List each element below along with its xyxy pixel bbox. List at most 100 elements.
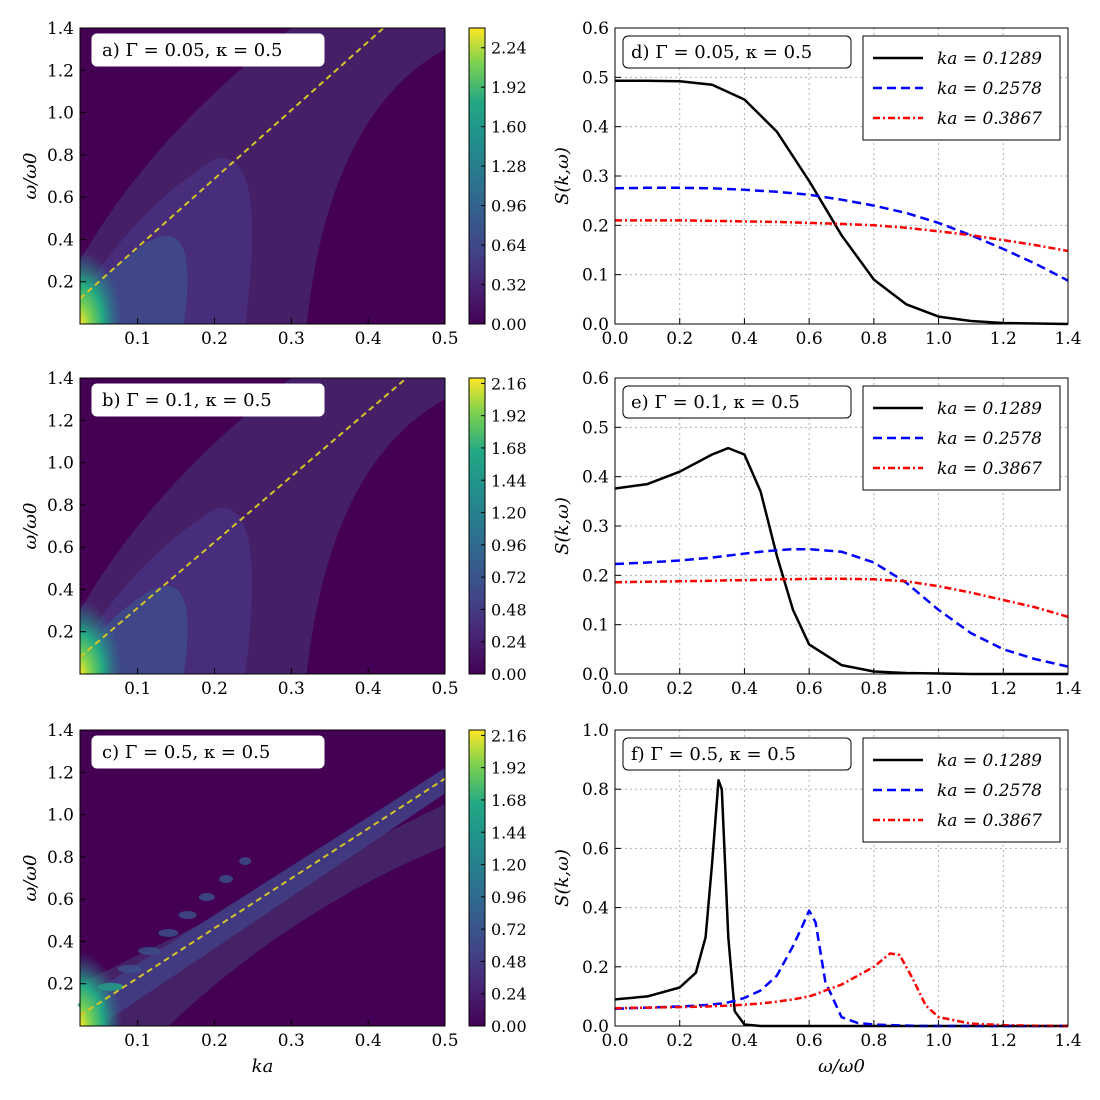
colorbar-tick-label: 1.28 [491, 157, 527, 176]
series-line-1 [615, 79, 1069, 326]
x-tick-label: 1.0 [925, 1031, 952, 1051]
heatmap-blob [239, 857, 252, 866]
legend-entry-3: ka = 0.3867 [937, 459, 1042, 479]
panel-annotation: c) Γ = 0.5, κ = 0.5 [102, 742, 270, 763]
x-tick-label: 0.2 [666, 329, 693, 349]
legend-entry-2: ka = 0.2578 [937, 781, 1042, 801]
colorbar-tick-label: 0.24 [491, 985, 527, 1004]
y-tick-label: 0.5 [582, 68, 609, 88]
legend-entry-1: ka = 0.1289 [937, 751, 1042, 771]
y-tick-label: 1.4 [47, 19, 74, 39]
line-panel-f: 0.0 0.2 0.4 0.6 0.8 1.0 1.2 1.4 0.0 0.2 0.4 0.6 0.8 1… [552, 721, 1082, 1077]
colorbar-tick-label: 0.00 [491, 315, 527, 334]
y-tick-label: 0.8 [47, 146, 74, 166]
plot-frame [614, 729, 1069, 1027]
legend-entry-2: ka = 0.2578 [937, 79, 1042, 99]
colorbar-tick-label: 2.16 [491, 726, 527, 745]
legend-entry-3: ka = 0.3867 [937, 811, 1042, 831]
annotation-box [622, 35, 852, 69]
x-tick-label: 0.8 [860, 679, 887, 699]
y-tick-label: 0.2 [47, 273, 74, 293]
x-tick-label: 0.8 [860, 329, 887, 349]
x-tick-label: 0.2 [666, 679, 693, 699]
x-tick-label: 0.1 [124, 1031, 151, 1051]
y-tick-label: 0.0 [582, 665, 609, 685]
dispersion-dashed-line [79, 377, 408, 658]
y-axis-label: S(k,ω) [552, 497, 573, 555]
y-tick-label: 0.2 [582, 216, 609, 236]
x-tick-label: 0.8 [860, 1031, 887, 1051]
x-tick-label: 0.0 [601, 1031, 628, 1051]
colorbar-tick-label: 1.60 [491, 118, 527, 137]
y-tick-label: 0.2 [582, 958, 609, 978]
y-tick-label: 0.2 [47, 623, 74, 643]
x-tick-label: 1.4 [1054, 329, 1081, 349]
colorbar-tick-label: 0.00 [491, 665, 527, 684]
x-tick-label: 1.0 [925, 329, 952, 349]
y-tick-label: 0.6 [47, 890, 74, 910]
colorbar-tick-label: 1.20 [491, 504, 527, 523]
colorbar-tick-label: 0.64 [491, 236, 527, 255]
colorbar [468, 729, 486, 1027]
colorbar-tick-label: 0.72 [491, 568, 527, 587]
x-tick-label: 1.4 [1054, 1031, 1081, 1051]
plot-frame [79, 377, 446, 675]
x-tick-label: 1.0 [925, 679, 952, 699]
x-tick-label: 1.2 [990, 679, 1017, 699]
x-tick-label: 0.4 [731, 329, 758, 349]
legend-entry-1: ka = 0.1289 [937, 399, 1042, 419]
x-tick-label: 0.2 [201, 1031, 228, 1051]
plot-frame [79, 729, 446, 1027]
dispersion-dashed-line [79, 777, 446, 1017]
legend-entry-2: ka = 0.2578 [937, 429, 1042, 449]
y-tick-label: 0.0 [582, 315, 609, 335]
x-tick-label: 0.4 [731, 1031, 758, 1051]
y-axis-label: S(k,ω) [552, 147, 573, 205]
x-tick-label: 0.6 [796, 1031, 823, 1051]
annotation-box [622, 385, 852, 419]
y-tick-label: 1.0 [47, 806, 74, 826]
heatmap-blob [158, 928, 179, 937]
x-tick-label: 0.5 [431, 679, 458, 699]
heatmap-panel-a: 0.1 0.2 0.3 0.4 0.5 0.2 0.4 0.6 0.8 1.0 1.2 1.4 ω/ω0… [20, 19, 527, 349]
x-tick-label: 0.4 [355, 329, 382, 349]
colorbar-tick-label: 2.24 [491, 39, 527, 58]
y-tick-label: 0.0 [582, 1017, 609, 1037]
heatmap-panel-c: 0.1 0.2 0.3 0.4 0.5 0.2 0.4 0.6 0.8 1.0 1.2 1.4 ω/ω0… [20, 721, 527, 1077]
y-tick-label: 0.6 [47, 538, 74, 558]
x-tick-label: 1.2 [990, 329, 1017, 349]
y-tick-label: 0.4 [47, 580, 74, 600]
y-tick-label: 1.0 [582, 721, 609, 741]
y-axis-label: ω/ω0 [20, 153, 41, 200]
x-tick-label: 0.4 [355, 679, 382, 699]
colorbar-tick-label: 1.92 [491, 78, 527, 97]
heatmap-peak [80, 250, 123, 324]
x-tick-label: 0.3 [278, 679, 305, 699]
y-tick-label: 0.3 [582, 167, 609, 187]
x-tick-label: 0.1 [124, 329, 151, 349]
y-tick-label: 0.4 [582, 118, 609, 138]
colorbar-tick-label: 0.00 [491, 1017, 527, 1036]
y-tick-label: 0.4 [582, 468, 609, 488]
panel-annotation: e) Γ = 0.1, κ = 0.5 [631, 392, 800, 413]
heatmap-blob [198, 893, 215, 902]
x-tick-label: 0.5 [431, 1031, 458, 1051]
legend-entry-1: ka = 0.1289 [937, 49, 1042, 69]
colorbar [468, 377, 486, 675]
colorbar-tick-label: 2.16 [491, 374, 527, 393]
y-tick-label: 0.8 [47, 496, 74, 516]
y-tick-label: 1.4 [47, 369, 74, 389]
x-tick-label: 0.0 [601, 329, 628, 349]
panel-annotation: a) Γ = 0.05, κ = 0.5 [102, 40, 282, 61]
heatmap-panel-b: 0.1 0.2 0.3 0.4 0.5 0.2 0.4 0.6 0.8 1.0 1.2 1.4 ω/ω0… [20, 369, 527, 699]
y-axis-label: ω/ω0 [20, 855, 41, 902]
y-tick-label: 0.4 [47, 932, 74, 952]
colorbar-tick-label: 0.72 [491, 920, 527, 939]
heatmap-blob [219, 875, 233, 884]
x-tick-label: 0.3 [278, 329, 305, 349]
y-axis-label: ω/ω0 [20, 503, 41, 550]
y-tick-label: 1.0 [47, 454, 74, 474]
colorbar-tick-label: 0.48 [491, 952, 527, 971]
series-line-2 [614, 547, 1069, 668]
